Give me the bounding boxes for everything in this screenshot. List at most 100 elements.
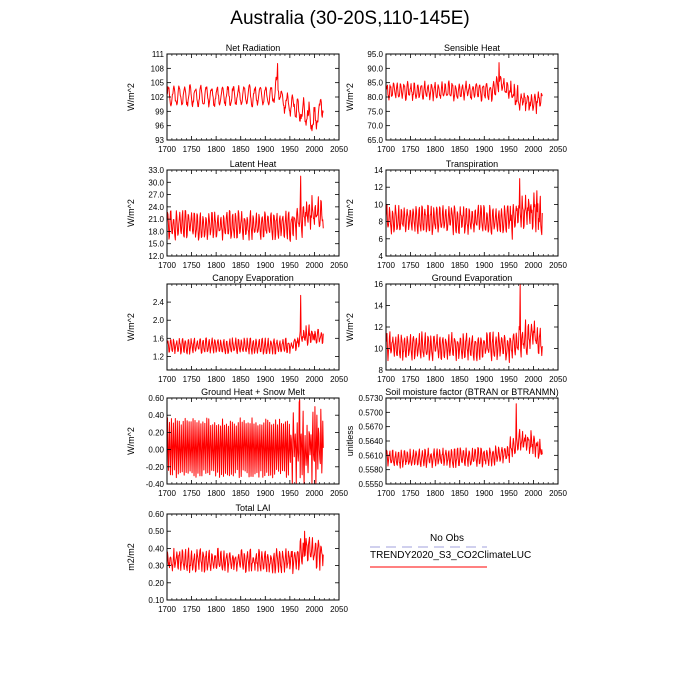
y-tick-label: 0.50 bbox=[148, 527, 164, 536]
y-axis-label: unitless bbox=[345, 425, 355, 456]
y-axis-label: W/m^2 bbox=[345, 83, 355, 111]
x-tick-label: 2000 bbox=[306, 605, 324, 614]
x-tick-label: 1850 bbox=[232, 145, 250, 154]
x-tick-label: 2050 bbox=[330, 261, 348, 270]
y-tick-label: 16 bbox=[374, 280, 383, 289]
x-tick-label: 2050 bbox=[330, 489, 348, 498]
x-tick-label: 1950 bbox=[500, 261, 518, 270]
y-tick-label: 0.40 bbox=[148, 544, 164, 553]
x-tick-label: 1950 bbox=[500, 489, 518, 498]
y-tick-label: 14 bbox=[374, 166, 383, 175]
y-tick-label: 0.60 bbox=[148, 394, 164, 403]
x-tick-label: 1700 bbox=[158, 605, 176, 614]
x-tick-label: 2050 bbox=[549, 375, 567, 384]
y-tick-label: 8 bbox=[379, 218, 384, 227]
chart-panel-6: Ground Heat + Snow Melt W/m^2 1700 1750 1800… bbox=[126, 387, 348, 498]
x-tick-label: 2000 bbox=[306, 145, 324, 154]
chart-title: Canopy Evaporation bbox=[212, 273, 294, 283]
chart-panel-1: Sensible Heat W/m^2 1700 1750 1800 1850 1900 19… bbox=[345, 43, 567, 154]
x-tick-label: 1750 bbox=[402, 489, 420, 498]
x-tick-label: 1850 bbox=[232, 489, 250, 498]
y-tick-label: 108 bbox=[151, 64, 165, 73]
plot-frame bbox=[166, 397, 340, 485]
x-tick-label: 1900 bbox=[256, 375, 274, 384]
x-tick-label: 1750 bbox=[402, 145, 420, 154]
chart-panel-4: Canopy Evaporation W/m^2 1700 1750 1800 1850 1… bbox=[126, 273, 348, 384]
x-tick-label: 1900 bbox=[475, 375, 493, 384]
y-tick-label: 0.60 bbox=[148, 510, 164, 519]
y-tick-label: 4 bbox=[379, 252, 384, 261]
y-tick-label: 0.5700 bbox=[359, 408, 384, 417]
x-tick-label: 1750 bbox=[402, 261, 420, 270]
x-tick-label: 2050 bbox=[549, 145, 567, 154]
y-axis-label: W/m^2 bbox=[345, 199, 355, 227]
y-tick-label: 12 bbox=[374, 183, 383, 192]
x-tick-label: 2000 bbox=[525, 489, 543, 498]
y-tick-label: 65.0 bbox=[367, 136, 383, 145]
series-line bbox=[166, 399, 324, 485]
x-tick-label: 1850 bbox=[232, 375, 250, 384]
chart-panel-0: Net Radiation W/m^2 1700 1750 1800 1850 1900 19… bbox=[126, 43, 348, 154]
y-tick-label: 70.0 bbox=[367, 122, 383, 131]
x-tick-label: 1800 bbox=[426, 489, 444, 498]
plot-frame bbox=[166, 169, 340, 257]
x-tick-label: 1750 bbox=[183, 261, 201, 270]
y-tick-label: 0.20 bbox=[148, 579, 164, 588]
chart-panels: Net Radiation W/m^2 1700 1750 1800 1850 1900 19… bbox=[126, 43, 567, 614]
legend-label-trendy: TRENDY2020_S3_CO2ClimateLUC bbox=[370, 550, 531, 561]
y-tick-label: 0.40 bbox=[148, 411, 164, 420]
y-tick-label: 2.0 bbox=[153, 316, 165, 325]
x-tick-label: 1750 bbox=[183, 375, 201, 384]
chart-title: Latent Heat bbox=[230, 159, 277, 169]
y-tick-label: 0.5610 bbox=[359, 451, 384, 460]
chart-title: Transpiration bbox=[446, 159, 498, 169]
y-tick-label: 10 bbox=[374, 200, 383, 209]
chart-panel-7: Soil moisture factor (BTRAN or BTRANMN) u… bbox=[345, 387, 567, 498]
x-tick-label: 1800 bbox=[207, 375, 225, 384]
chart-title: Total LAI bbox=[235, 503, 270, 513]
x-tick-label: 2050 bbox=[549, 489, 567, 498]
y-tick-label: 12.0 bbox=[148, 252, 164, 261]
x-tick-label: 1800 bbox=[207, 145, 225, 154]
x-tick-label: 1700 bbox=[377, 145, 395, 154]
y-tick-label: 0.30 bbox=[148, 562, 164, 571]
y-tick-label: 14 bbox=[374, 302, 383, 311]
x-tick-label: 1900 bbox=[256, 261, 274, 270]
plot-frame bbox=[166, 513, 340, 601]
y-tick-label: 6 bbox=[379, 235, 384, 244]
chart-panel-8: Total LAI m2/m2 1700 1750 1800 1850 1900 1950 20… bbox=[126, 503, 348, 614]
y-axis-label: W/m^2 bbox=[126, 83, 136, 111]
x-tick-label: 1800 bbox=[426, 145, 444, 154]
series-line bbox=[385, 62, 543, 115]
x-tick-label: 1950 bbox=[281, 489, 299, 498]
y-tick-label: 1.6 bbox=[153, 334, 165, 343]
y-tick-label: 105 bbox=[151, 79, 165, 88]
y-tick-label: 18.0 bbox=[148, 227, 164, 236]
x-tick-label: 1700 bbox=[158, 261, 176, 270]
x-tick-label: 2000 bbox=[306, 489, 324, 498]
x-tick-label: 1850 bbox=[451, 261, 469, 270]
chart-title: Sensible Heat bbox=[444, 43, 501, 53]
x-tick-label: 1850 bbox=[451, 489, 469, 498]
plot-frame bbox=[166, 283, 340, 371]
x-tick-label: 1800 bbox=[207, 605, 225, 614]
y-axis-label: W/m^2 bbox=[126, 313, 136, 341]
chart-title: Ground Evaporation bbox=[432, 273, 513, 283]
x-tick-label: 1950 bbox=[281, 145, 299, 154]
y-tick-label: 0.5730 bbox=[359, 394, 384, 403]
y-tick-label: 93 bbox=[155, 136, 164, 145]
x-tick-label: 1700 bbox=[158, 489, 176, 498]
y-tick-label: 75.0 bbox=[367, 107, 383, 116]
x-tick-label: 1750 bbox=[183, 145, 201, 154]
y-tick-label: 27.0 bbox=[148, 191, 164, 200]
y-tick-label: 0.5550 bbox=[359, 480, 384, 489]
chart-panel-5: Ground Evaporation W/m^2 1700 1750 1800 1850 1… bbox=[345, 273, 567, 384]
plot-frame bbox=[385, 169, 559, 257]
x-tick-label: 2000 bbox=[306, 261, 324, 270]
x-tick-label: 1900 bbox=[256, 489, 274, 498]
x-tick-label: 1950 bbox=[281, 261, 299, 270]
x-tick-label: 1850 bbox=[451, 145, 469, 154]
x-tick-label: 1700 bbox=[158, 375, 176, 384]
x-tick-label: 2050 bbox=[549, 261, 567, 270]
